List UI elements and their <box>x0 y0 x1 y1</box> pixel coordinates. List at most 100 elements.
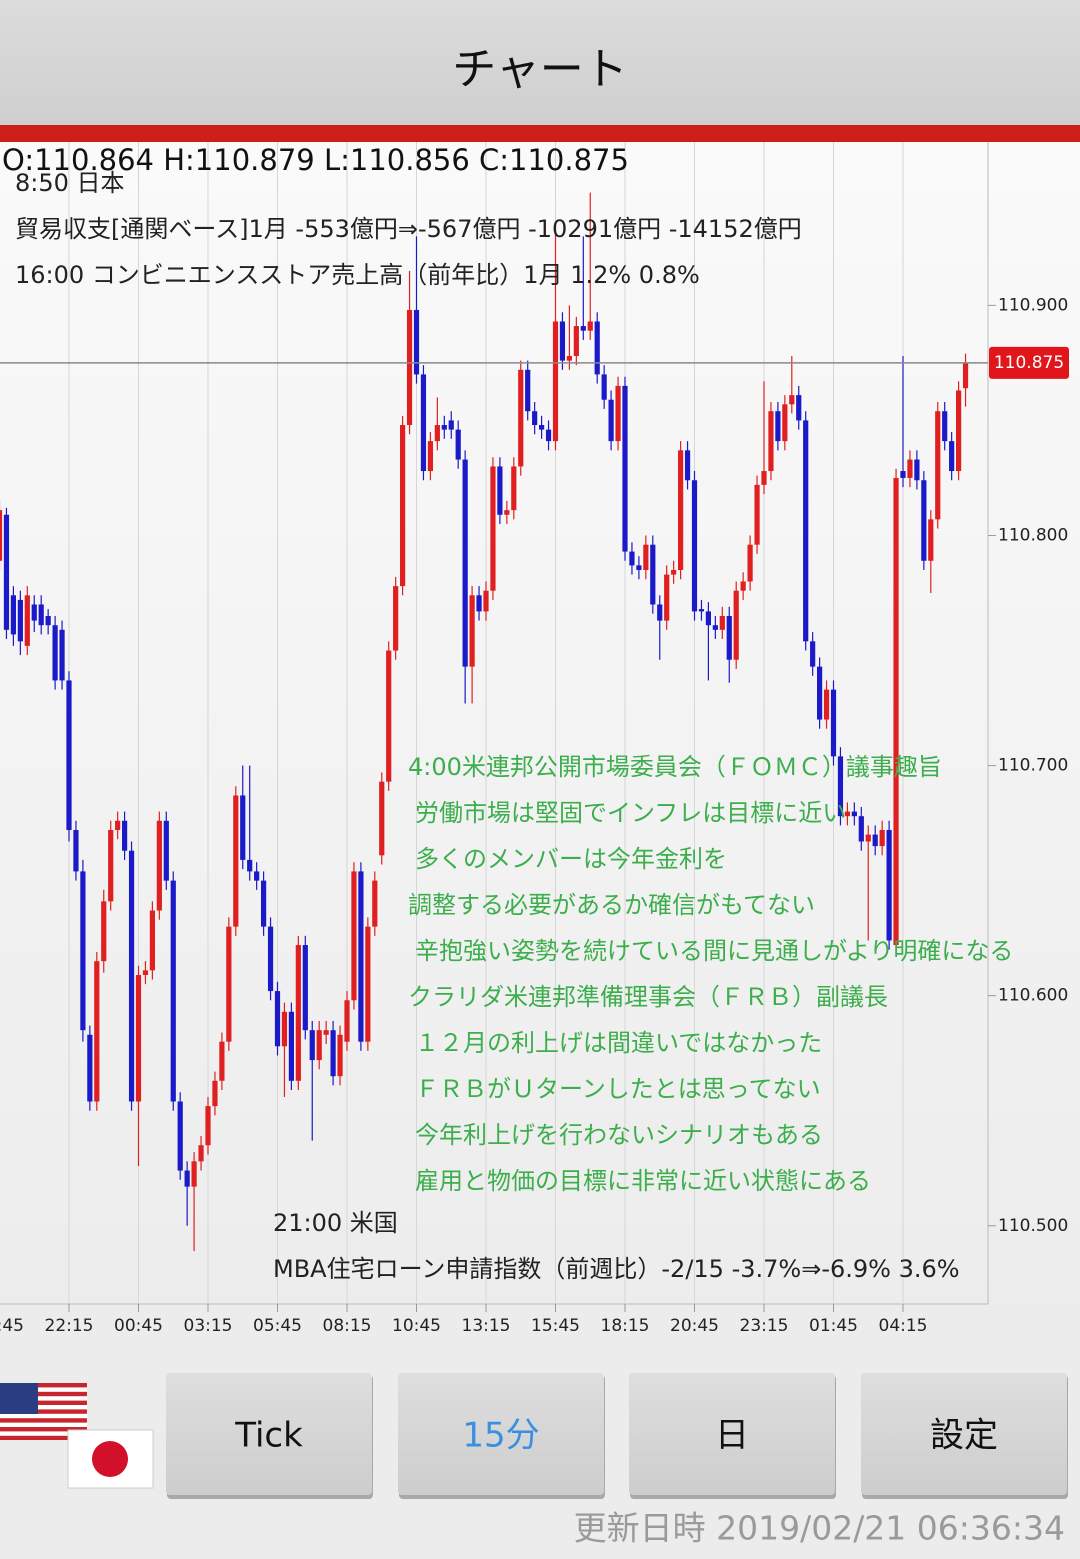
candle-body <box>705 611 711 626</box>
candle-body <box>511 466 517 511</box>
candle-body <box>768 411 774 472</box>
x-tick-label: 03:15 <box>184 1316 233 1336</box>
event-annotation: クラリダ米連邦準備理事会（ＦＲＢ）副議長 <box>408 983 888 1011</box>
x-tick-label: 22:15 <box>45 1316 94 1336</box>
candle-body <box>372 880 378 927</box>
overlay: 110.500 110.600 110.700 110.800 110.900 8:50 … <box>15 169 1069 1312</box>
event-annotation: 辛抱強い姿勢を続けている間に見通しがより明確になる <box>415 937 1013 965</box>
candle-body <box>358 871 364 1042</box>
chart-background <box>0 142 1080 1342</box>
x-tick-label: 08:15 <box>323 1316 372 1336</box>
period-button[interactable] <box>629 1373 835 1495</box>
candle-body <box>434 425 440 442</box>
x-tick-label: 00:45 <box>114 1316 163 1336</box>
candle-body <box>893 477 899 946</box>
candle-body <box>295 945 301 1081</box>
candle-body <box>525 369 531 412</box>
event-annotation: １２月の利上げは間違いではなかった <box>415 1029 822 1057</box>
candle-body <box>45 616 51 626</box>
button-label[interactable]: Tick <box>234 1416 303 1456</box>
candle-body <box>539 425 545 430</box>
candle-body <box>552 321 559 442</box>
candle-body <box>38 604 44 626</box>
candle-body <box>601 374 607 400</box>
candle-body <box>796 395 802 421</box>
candle-body <box>87 1034 93 1102</box>
x-tick-label: 10:45 <box>392 1316 441 1336</box>
candle-body <box>17 599 23 642</box>
candle-body <box>608 399 614 442</box>
y-tick-label: 110.900 <box>998 295 1068 315</box>
candle-body <box>518 369 524 467</box>
candle-body <box>240 795 246 860</box>
period-button[interactable] <box>861 1373 1067 1495</box>
candle-body <box>782 404 788 442</box>
event-annotation: 8:50 日本 <box>15 169 125 197</box>
candle-body <box>830 689 837 757</box>
candle-body <box>858 816 864 842</box>
candle-body <box>691 480 698 612</box>
candle-body <box>879 829 885 847</box>
button-label[interactable]: 15分 <box>462 1416 539 1456</box>
plot-area <box>0 142 988 1304</box>
price-label-bg <box>989 346 1069 379</box>
x-tick-label: 19:45 <box>0 1316 24 1336</box>
button-label[interactable]: 日 <box>715 1416 749 1456</box>
candle-body <box>115 820 121 830</box>
candle-body <box>413 309 420 375</box>
header-title: チャート <box>452 44 628 95</box>
candle-body <box>726 616 732 660</box>
candle-body <box>775 411 781 442</box>
update-time: 更新日時 2019/02/21 06:36:34 <box>574 1509 1065 1548</box>
candle-body <box>935 411 941 520</box>
candle-body <box>455 429 461 460</box>
x-tick-label: 18:15 <box>601 1316 650 1336</box>
candle-body <box>962 362 969 389</box>
candle-body <box>302 945 308 1031</box>
candle-body <box>94 961 100 1102</box>
period-button[interactable] <box>398 1373 604 1495</box>
event-annotation: ＦＲＢがＵターンしたとは思ってない <box>415 1075 821 1103</box>
candle-body <box>504 510 510 515</box>
x-tick-label: 23:15 <box>740 1316 789 1336</box>
candle-body <box>886 829 892 941</box>
candle-body <box>956 390 962 472</box>
y-tick-label: 110.600 <box>998 986 1068 1006</box>
candle-body <box>170 880 176 1102</box>
candle-body <box>177 1101 183 1171</box>
candle-body <box>337 1034 343 1077</box>
x-tick-label: 04:15 <box>879 1316 928 1336</box>
us-flag <box>0 1383 87 1440</box>
y-tick-label: 110.800 <box>998 525 1068 545</box>
candle-body <box>191 1161 197 1187</box>
event-annotation: MBA住宅ローン申請指数（前週比）-2/15 -3.7%⇒-6.9% 3.6% <box>273 1255 960 1283</box>
candle-body <box>914 459 920 481</box>
candle-body <box>587 321 593 331</box>
candle-body <box>309 1030 315 1061</box>
candle-body <box>226 926 232 1042</box>
candle-body <box>615 385 621 442</box>
candle-body <box>344 1000 350 1042</box>
candle-body <box>844 811 850 817</box>
candle-body <box>664 574 670 621</box>
candle-body <box>872 834 878 847</box>
candle-body <box>636 565 642 570</box>
button-row: Tick 15分 日 設定 <box>166 1373 1068 1499</box>
y-tick-label: 110.700 <box>998 756 1068 776</box>
candle-body <box>476 595 482 612</box>
period-button[interactable] <box>166 1373 372 1495</box>
candle-body <box>73 829 79 872</box>
candle-body <box>712 625 718 630</box>
candle-body <box>865 834 871 842</box>
candle-body <box>400 425 406 587</box>
candle-body <box>566 355 572 361</box>
candle-body <box>163 820 169 881</box>
candle-body <box>274 991 281 1047</box>
candle-body <box>31 604 37 621</box>
button-label[interactable]: 設定 <box>930 1416 998 1456</box>
candle-body <box>254 871 260 881</box>
candle-body <box>740 581 746 591</box>
x-tick-label: 01:45 <box>809 1316 858 1336</box>
candle-body <box>559 321 566 361</box>
